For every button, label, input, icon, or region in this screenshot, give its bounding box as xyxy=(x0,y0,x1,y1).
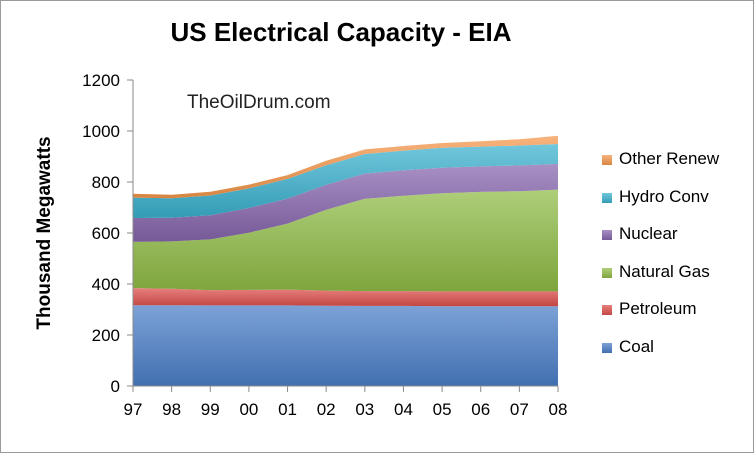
x-tick-label: 04 xyxy=(394,400,413,419)
area-nuclear xyxy=(133,163,558,242)
legend-swatch xyxy=(602,230,612,241)
area-other-renew xyxy=(133,135,558,199)
x-tick-label: 99 xyxy=(201,400,220,419)
y-tick-label: 0 xyxy=(111,377,120,396)
x-tick-label: 07 xyxy=(510,400,529,419)
legend-swatch xyxy=(602,155,612,165)
x-tick-label: 97 xyxy=(124,400,143,419)
y-tick-label: 800 xyxy=(92,173,120,192)
area-coal xyxy=(133,305,558,386)
x-tick-label: 02 xyxy=(317,400,336,419)
y-tick-label: 200 xyxy=(92,326,120,345)
x-tick-label: 05 xyxy=(433,400,452,419)
x-tick-label: 08 xyxy=(549,400,568,419)
legend-label: Coal xyxy=(619,336,654,356)
legend-swatch xyxy=(602,305,612,316)
x-tick-label: 06 xyxy=(471,400,490,419)
legend-swatch xyxy=(602,192,612,203)
x-tick-label: 00 xyxy=(239,400,258,419)
legend-swatch xyxy=(602,267,612,278)
legend-swatch xyxy=(602,342,612,353)
legend-label: Petroleum xyxy=(619,299,697,319)
legend-label: Natural Gas xyxy=(619,261,710,281)
legend-label: Nuclear xyxy=(619,224,678,244)
legend-label: Hydro Conv xyxy=(619,186,709,206)
y-tick-label: 400 xyxy=(92,275,120,294)
area-petroleum xyxy=(133,288,558,307)
x-tick-label: 03 xyxy=(355,400,374,419)
watermark: TheOilDrum.com xyxy=(187,92,331,113)
y-tick-label: 1000 xyxy=(82,122,120,141)
area-hydro-conv xyxy=(133,144,558,218)
x-tick-label: 01 xyxy=(278,400,297,419)
chart-title: US Electrical Capacity - EIA xyxy=(170,17,512,47)
area-natural-gas xyxy=(133,189,558,292)
legend-label: Other Renew xyxy=(619,149,720,168)
y-tick-label: 1200 xyxy=(82,71,120,90)
y-tick-label: 600 xyxy=(92,224,120,243)
x-tick-label: 98 xyxy=(162,400,181,419)
